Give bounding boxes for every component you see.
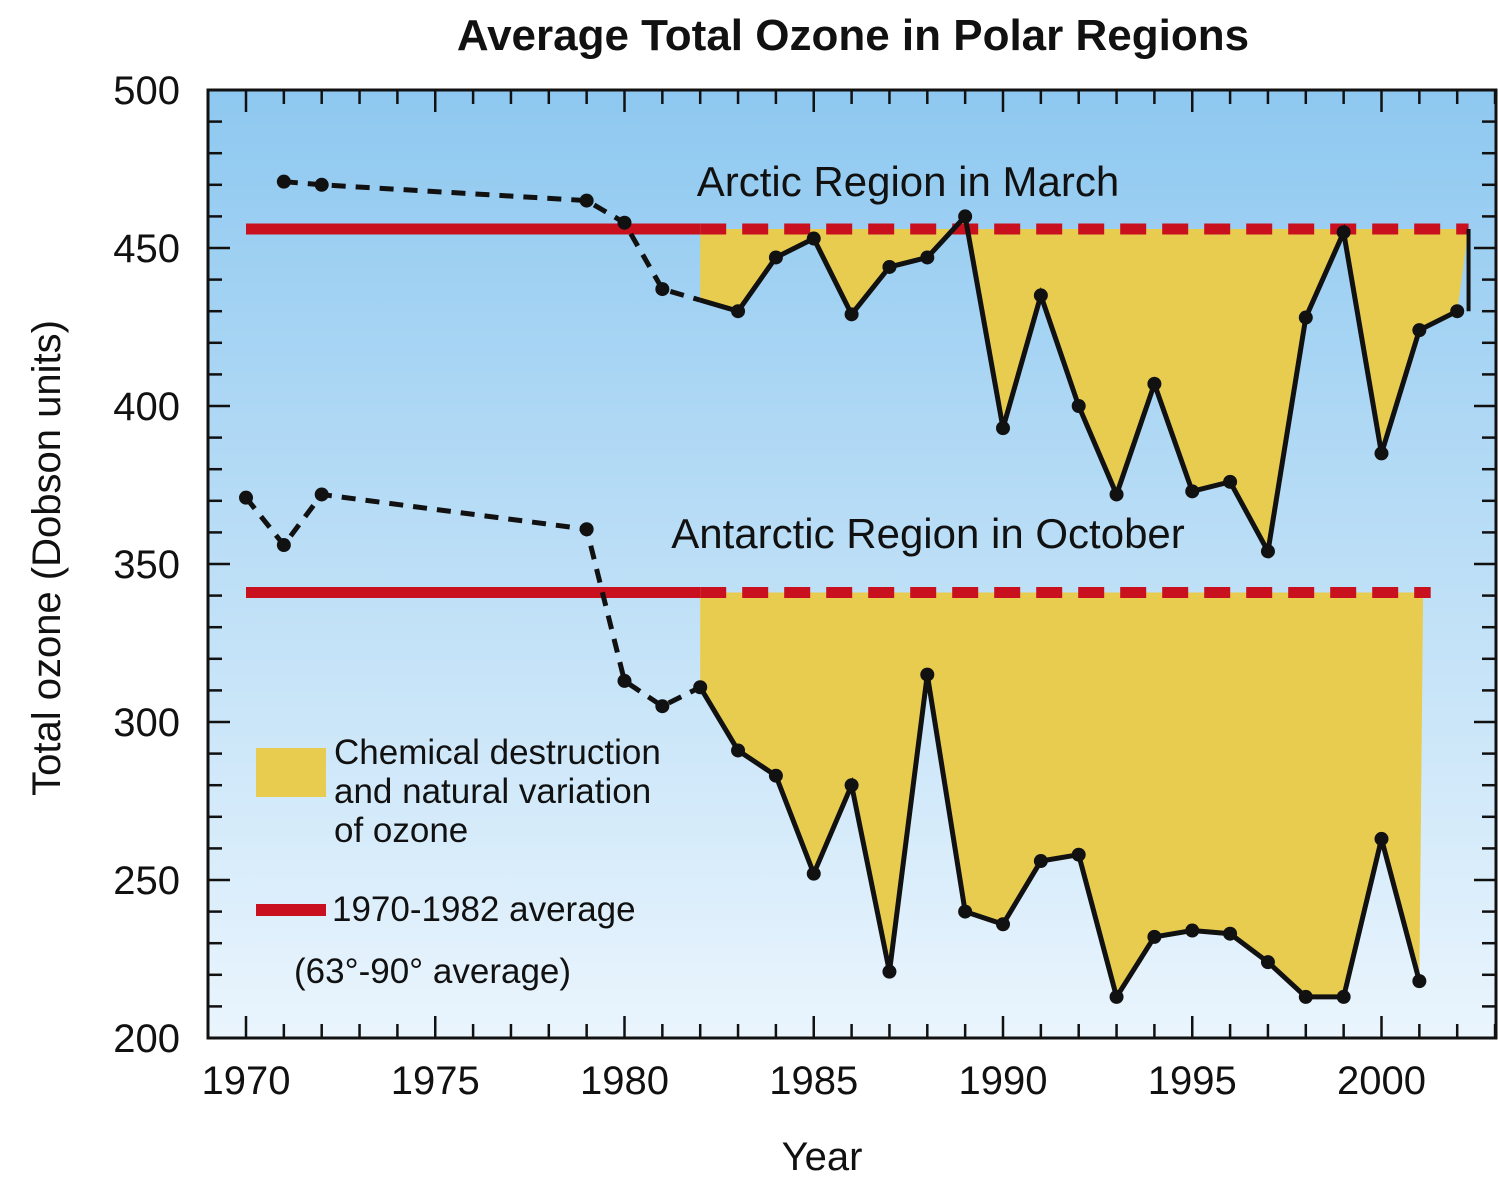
x-tick-label-1975: 1975 bbox=[391, 1059, 480, 1103]
data-point-0-21 bbox=[1336, 225, 1351, 240]
data-point-1-14 bbox=[996, 917, 1010, 932]
data-point-0-1 bbox=[314, 177, 329, 192]
data-point-0-12 bbox=[996, 421, 1010, 436]
data-point-1-7 bbox=[731, 743, 746, 758]
data-point-0-8 bbox=[844, 307, 859, 322]
legend-average-swatch bbox=[256, 904, 326, 916]
data-point-1-21 bbox=[1260, 955, 1275, 970]
y-tick-label-450: 450 bbox=[113, 227, 180, 271]
y-tick-label-250: 250 bbox=[113, 859, 180, 903]
data-point-1-18 bbox=[1147, 929, 1162, 944]
data-point-1-15 bbox=[1033, 854, 1048, 869]
x-tick-label-1980: 1980 bbox=[580, 1059, 669, 1103]
fill-layer bbox=[700, 216, 1469, 997]
fill-0 bbox=[700, 216, 1469, 552]
data-point-1-0 bbox=[239, 490, 253, 505]
x-tick-labels: 1970 1975 1980 1985 1990 1995 2000 bbox=[202, 1059, 1426, 1103]
x-axis-label: Year bbox=[782, 1135, 863, 1179]
data-point-1-20 bbox=[1223, 926, 1238, 941]
legend-fill-label-line3: of ozone bbox=[334, 811, 468, 850]
data-point-1-3 bbox=[579, 522, 594, 537]
y-tick-label-200: 200 bbox=[113, 1017, 180, 1061]
x-tick-label-2000: 2000 bbox=[1337, 1059, 1426, 1103]
data-point-1-16 bbox=[1071, 847, 1086, 862]
data-point-0-6 bbox=[768, 250, 783, 265]
data-point-0-10 bbox=[920, 250, 935, 265]
data-point-0-13 bbox=[1033, 288, 1048, 303]
data-point-1-19 bbox=[1185, 923, 1200, 938]
antarctic-series-label: Antarctic Region in October bbox=[671, 510, 1185, 557]
data-point-0-20 bbox=[1298, 310, 1313, 325]
plot-frame bbox=[206, 88, 1498, 1040]
y-axis-label: Total ozone (Dobson units) bbox=[25, 320, 69, 796]
legend-fill-label-line2: and natural variation bbox=[334, 772, 651, 811]
data-point-0-4 bbox=[655, 282, 670, 297]
data-point-0-5 bbox=[731, 304, 746, 319]
y-tick-label-350: 350 bbox=[113, 543, 180, 587]
data-point-0-9 bbox=[882, 259, 897, 274]
data-point-1-22 bbox=[1298, 989, 1313, 1004]
data-point-1-8 bbox=[768, 768, 783, 783]
x-tick-label-1985: 1985 bbox=[769, 1059, 858, 1103]
data-point-0-11 bbox=[958, 209, 973, 224]
data-point-1-1 bbox=[276, 538, 291, 553]
data-point-0-2 bbox=[579, 193, 594, 208]
data-point-0-18 bbox=[1223, 474, 1238, 489]
data-point-1-11 bbox=[882, 964, 897, 979]
axis-ticks-layer bbox=[208, 88, 1497, 1040]
data-point-0-19 bbox=[1260, 544, 1275, 559]
data-point-1-25 bbox=[1412, 974, 1427, 989]
solid-line-1 bbox=[698, 674, 1422, 1004]
legend-average-note: (63°-90° average) bbox=[294, 952, 571, 991]
data-point-1-24 bbox=[1374, 831, 1389, 846]
legend-fill-label-line1: Chemical destruction bbox=[334, 733, 661, 772]
data-point-1-12 bbox=[920, 667, 935, 682]
data-point-0-16 bbox=[1147, 376, 1162, 391]
data-point-0-15 bbox=[1109, 487, 1124, 502]
legend-fill-swatch bbox=[256, 748, 326, 797]
x-tick-label-1970: 1970 bbox=[202, 1059, 291, 1103]
x-tick-label-1990: 1990 bbox=[959, 1059, 1048, 1103]
y-tick-label-500: 500 bbox=[113, 69, 180, 113]
data-point-0-0 bbox=[276, 174, 291, 189]
data-point-1-6 bbox=[693, 680, 708, 695]
data-point-0-7 bbox=[806, 231, 821, 246]
data-point-1-17 bbox=[1109, 989, 1124, 1004]
data-point-1-2 bbox=[314, 487, 329, 502]
data-point-1-9 bbox=[806, 866, 821, 881]
y-tick-label-300: 300 bbox=[113, 701, 180, 745]
data-point-1-23 bbox=[1336, 989, 1351, 1004]
data-point-1-10 bbox=[844, 778, 859, 793]
fill-1 bbox=[700, 592, 1424, 997]
data-point-0-23 bbox=[1412, 323, 1427, 338]
data-point-1-5 bbox=[655, 699, 670, 714]
data-point-0-22 bbox=[1374, 446, 1389, 461]
chart-title: Average Total Ozone in Polar Regions bbox=[457, 11, 1249, 60]
data-points-layer bbox=[239, 174, 1465, 1004]
data-point-0-14 bbox=[1071, 399, 1086, 413]
data-point-1-4 bbox=[617, 673, 632, 688]
y-tick-label-400: 400 bbox=[113, 385, 180, 429]
legend: Chemical destruction and natural variati… bbox=[256, 733, 661, 991]
y-tick-labels: 200 250 300 350 400 450 500 bbox=[113, 69, 180, 1061]
data-point-1-13 bbox=[958, 904, 973, 919]
legend-average-label: 1970-1982 average bbox=[332, 890, 636, 929]
data-point-0-3 bbox=[617, 215, 632, 230]
data-point-0-24 bbox=[1450, 304, 1465, 319]
arctic-series-label: Arctic Region in March bbox=[697, 158, 1119, 205]
x-tick-label-1995: 1995 bbox=[1148, 1059, 1237, 1103]
data-point-0-17 bbox=[1185, 484, 1200, 499]
